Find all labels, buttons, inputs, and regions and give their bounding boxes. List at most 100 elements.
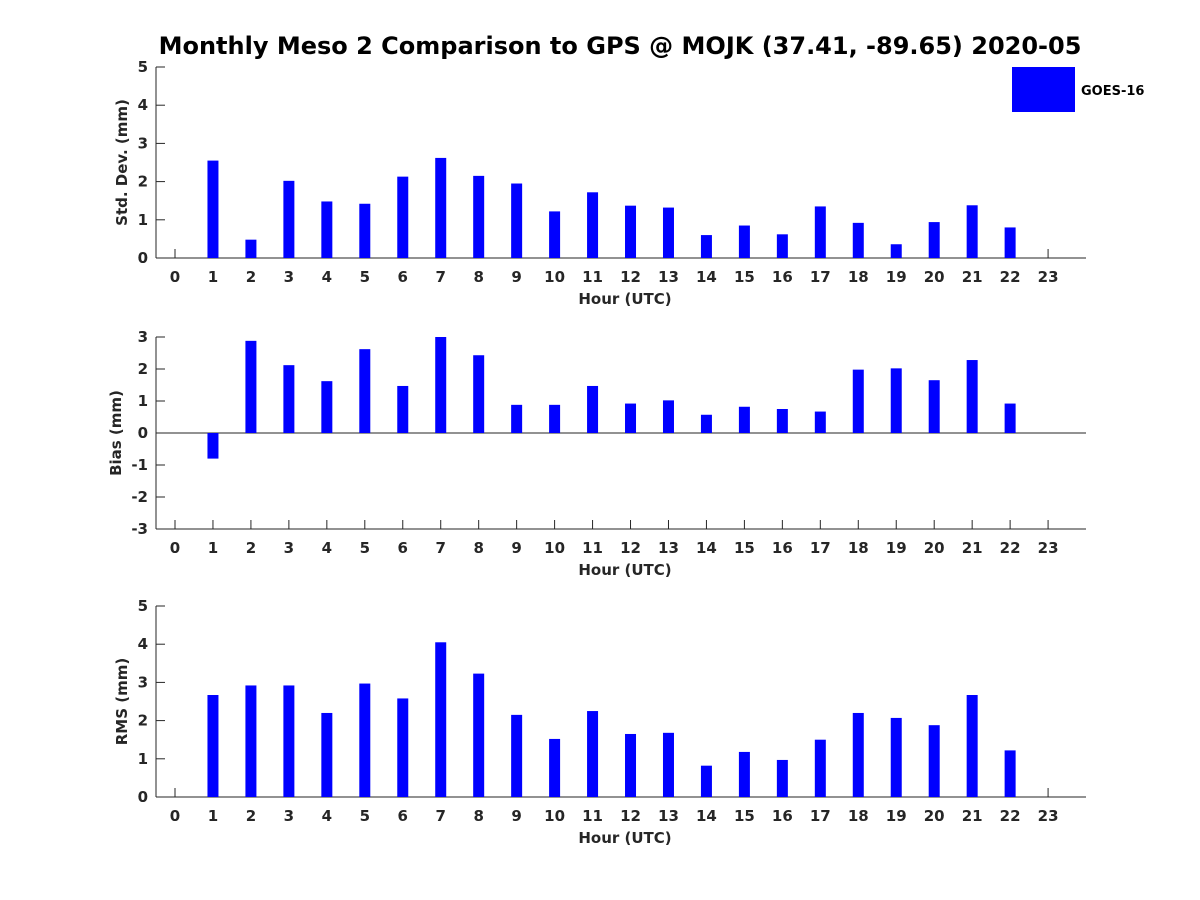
x-tick-label: 17 — [810, 539, 831, 557]
x-tick-label: 6 — [398, 539, 408, 557]
bar-hour-15 — [738, 751, 750, 797]
y-tick-label: 4 — [138, 96, 148, 114]
bar-hour-16 — [776, 409, 788, 433]
x-tick-label: 11 — [582, 807, 603, 825]
x-axis-label: Hour (UTC) — [578, 829, 671, 847]
x-tick-label: 3 — [284, 807, 294, 825]
x-tick-label: 17 — [810, 807, 831, 825]
bar-hour-2 — [245, 239, 257, 258]
bar-hour-7 — [435, 642, 447, 797]
bar-hour-16 — [776, 759, 788, 797]
x-tick-label: 7 — [436, 539, 446, 557]
x-tick-label: 9 — [511, 539, 521, 557]
y-tick-label: 0 — [138, 788, 148, 806]
y-tick-label: 3 — [138, 673, 148, 691]
bar-hour-4 — [321, 201, 333, 258]
bar-hour-11 — [587, 385, 599, 433]
y-tick-label: 5 — [138, 597, 148, 615]
bar-hour-6 — [397, 698, 409, 797]
bar-hour-11 — [587, 192, 599, 258]
x-tick-label: 2 — [246, 807, 256, 825]
bar-hour-9 — [511, 404, 523, 433]
x-tick-label: 16 — [772, 807, 793, 825]
y-tick-label: 2 — [138, 173, 148, 191]
bar-hour-18 — [852, 712, 864, 797]
y-tick-label: 0 — [138, 424, 148, 442]
x-tick-label: 12 — [620, 807, 641, 825]
bar-hour-19 — [890, 368, 902, 433]
bar-hour-10 — [549, 738, 561, 797]
bar-hour-20 — [928, 222, 940, 258]
y-tick-label: 0 — [138, 249, 148, 267]
legend: GOES-16 — [1012, 67, 1144, 112]
bar-hour-21 — [966, 205, 978, 258]
x-tick-label: 0 — [170, 807, 180, 825]
x-tick-label: 20 — [924, 539, 945, 557]
x-tick-label: 19 — [886, 807, 907, 825]
bar-hour-21 — [966, 360, 978, 433]
x-tick-label: 14 — [696, 807, 717, 825]
x-tick-label: 13 — [658, 268, 679, 286]
bar-hour-14 — [700, 765, 712, 797]
x-tick-label: 22 — [1000, 268, 1021, 286]
x-tick-label: 20 — [924, 807, 945, 825]
bar-hour-9 — [511, 714, 523, 797]
x-tick-label: 17 — [810, 268, 831, 286]
bar-hour-17 — [814, 206, 826, 258]
y-tick-label: 2 — [138, 712, 148, 730]
y-tick-label: 1 — [138, 211, 148, 229]
x-tick-label: 1 — [208, 807, 218, 825]
legend-swatch — [1012, 67, 1075, 112]
x-tick-label: 3 — [284, 539, 294, 557]
x-tick-label: 1 — [208, 268, 218, 286]
bar-hour-7 — [435, 337, 447, 433]
y-axis-label: Bias (mm) — [107, 390, 125, 476]
x-tick-label: 18 — [848, 807, 869, 825]
x-tick-label: 16 — [772, 539, 793, 557]
bar-hour-15 — [738, 406, 750, 433]
bar-hour-16 — [776, 234, 788, 258]
bar-hour-13 — [662, 732, 674, 797]
bar-hour-13 — [662, 400, 674, 433]
bar-hour-12 — [625, 733, 637, 797]
bar-hour-19 — [890, 717, 902, 797]
bar-hour-12 — [625, 205, 637, 258]
bar-hour-14 — [700, 235, 712, 258]
bar-hour-12 — [625, 403, 637, 433]
x-tick-label: 14 — [696, 539, 717, 557]
y-tick-label: -2 — [131, 488, 148, 506]
bar-hour-1 — [207, 433, 219, 459]
y-tick-label: 1 — [138, 750, 148, 768]
x-tick-label: 10 — [544, 268, 565, 286]
x-tick-label: 4 — [322, 268, 332, 286]
bar-hour-18 — [852, 369, 864, 433]
bar-hour-7 — [435, 157, 447, 258]
x-tick-label: 14 — [696, 268, 717, 286]
x-tick-label: 18 — [848, 268, 869, 286]
x-tick-label: 10 — [544, 807, 565, 825]
y-tick-label: -1 — [131, 456, 148, 474]
x-tick-label: 23 — [1038, 539, 1059, 557]
bar-hour-8 — [473, 673, 485, 797]
x-tick-label: 21 — [962, 268, 983, 286]
x-tick-label: 0 — [170, 539, 180, 557]
x-tick-label: 1 — [208, 539, 218, 557]
bar-hour-1 — [207, 160, 219, 258]
x-tick-label: 12 — [620, 268, 641, 286]
bar-hour-2 — [245, 340, 257, 433]
x-tick-label: 6 — [398, 268, 408, 286]
legend-label: GOES-16 — [1081, 84, 1144, 99]
x-tick-label: 21 — [962, 807, 983, 825]
bar-hour-21 — [966, 695, 978, 797]
bar-hour-3 — [283, 180, 295, 258]
x-tick-label: 23 — [1038, 268, 1059, 286]
chart-title: Monthly Meso 2 Comparison to GPS @ MOJK … — [159, 32, 1082, 60]
x-axis-label: Hour (UTC) — [578, 290, 671, 308]
x-tick-label: 20 — [924, 268, 945, 286]
bar-hour-18 — [852, 222, 864, 258]
y-tick-label: 4 — [138, 635, 148, 653]
x-tick-label: 11 — [582, 539, 603, 557]
bar-hour-6 — [397, 176, 409, 258]
